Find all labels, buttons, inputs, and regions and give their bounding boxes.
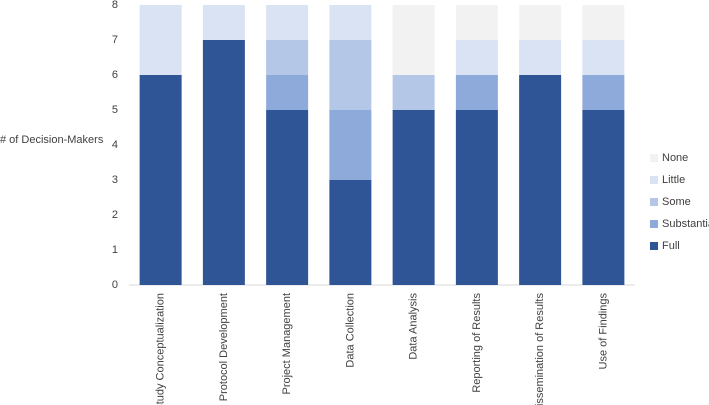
- bar-segment: [455, 40, 498, 75]
- bar-segment: [455, 5, 498, 40]
- bar-segment: [519, 40, 562, 75]
- bar-segment: [266, 75, 309, 110]
- bar-segment: [329, 180, 372, 285]
- bar-segment: [455, 75, 498, 110]
- bar-segment: [266, 110, 309, 285]
- bar-segment: [329, 110, 372, 180]
- y-tick-label: 8: [112, 0, 118, 11]
- bar-segment: [266, 40, 309, 75]
- bar-segment: [392, 110, 435, 285]
- bar-segment: [582, 75, 625, 110]
- y-tick-label: 6: [112, 69, 118, 81]
- y-tick-label: 4: [112, 139, 118, 151]
- x-tick-label: Study Conceptualization: [155, 293, 167, 405]
- bar-segment: [519, 75, 562, 285]
- y-tick-label: 7: [112, 34, 118, 46]
- bar-segment: [266, 5, 309, 40]
- bar-segment: [582, 110, 625, 285]
- y-tick-label: 3: [112, 174, 118, 186]
- bar-segment: [455, 110, 498, 285]
- bar-segment: [392, 5, 435, 75]
- y-tick-label: 1: [112, 244, 118, 256]
- bar-segment: [139, 5, 182, 75]
- y-tick-label: 0: [112, 279, 118, 291]
- bar-segment: [139, 75, 182, 285]
- x-tick-label: Use of Findings: [597, 293, 609, 370]
- legend-swatch: [650, 154, 658, 162]
- y-axis-label: # of Decision-Makers: [0, 134, 104, 146]
- bar-segment: [392, 75, 435, 110]
- legend-label: Substantial: [662, 218, 709, 230]
- bar-segment: [329, 5, 372, 40]
- bar-segment: [582, 5, 625, 40]
- x-tick-label: Data Collection: [344, 293, 356, 368]
- legend-swatch: [650, 198, 658, 206]
- bar-segment: [202, 40, 245, 285]
- bar-segment: [582, 40, 625, 75]
- x-tick-label: Protocol Development: [218, 293, 230, 401]
- legend-swatch: [650, 242, 658, 250]
- x-tick-label: Reporting of Results: [471, 293, 483, 393]
- bar-segment: [329, 40, 372, 110]
- legend-label: Some: [662, 196, 691, 208]
- legend-swatch: [650, 220, 658, 228]
- legend-label: None: [662, 152, 688, 164]
- legend-label: Little: [662, 174, 685, 186]
- bar-segment: [519, 5, 562, 40]
- x-tick-label: Data Analysis: [408, 293, 420, 360]
- x-tick-label: Dissemination of Results: [534, 293, 546, 405]
- y-tick-label: 2: [112, 209, 118, 221]
- x-tick-label: Project Management: [281, 293, 293, 395]
- y-tick-label: 5: [112, 104, 118, 116]
- legend-swatch: [650, 176, 658, 184]
- legend-label: Full: [662, 240, 680, 252]
- bar-segment: [202, 5, 245, 40]
